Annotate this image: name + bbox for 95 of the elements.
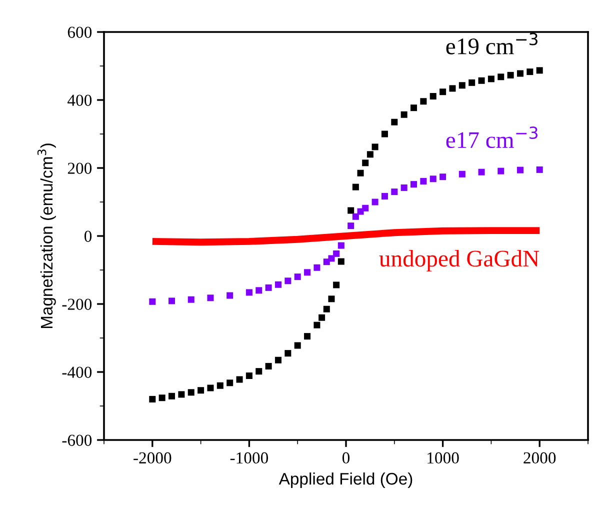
point <box>216 382 224 389</box>
point <box>318 314 326 321</box>
point <box>338 258 344 265</box>
point <box>366 151 374 158</box>
x-axis-title: Applied Field (Oe) <box>278 472 412 488</box>
point <box>207 294 214 302</box>
point <box>488 76 494 82</box>
point <box>372 198 378 206</box>
point <box>362 160 369 166</box>
point <box>328 296 335 302</box>
point <box>294 274 301 280</box>
point <box>516 166 524 174</box>
point <box>526 68 534 76</box>
point <box>507 72 514 78</box>
point <box>410 181 418 188</box>
point <box>198 387 204 394</box>
point <box>478 77 485 84</box>
point <box>149 298 156 305</box>
point <box>440 174 446 180</box>
point <box>516 70 524 77</box>
point <box>357 170 364 176</box>
point <box>158 394 166 402</box>
point <box>294 342 301 349</box>
y-tick-label: 400 <box>68 94 92 106</box>
point <box>391 188 398 196</box>
point <box>468 79 476 86</box>
point <box>440 88 446 96</box>
point <box>420 178 427 185</box>
point <box>391 118 398 126</box>
series-label: e17 cm$^{−3}$ <box>446 126 538 148</box>
point <box>168 392 176 400</box>
x-tick-label: 1000 <box>428 452 459 464</box>
point <box>304 333 311 340</box>
point <box>400 184 408 191</box>
y-tick-label: 0 <box>84 230 92 242</box>
point <box>381 130 388 138</box>
point <box>226 380 234 386</box>
point <box>207 384 214 392</box>
y-tick-label: -200 <box>62 298 92 310</box>
point <box>188 296 194 303</box>
point <box>449 85 456 92</box>
point <box>168 298 176 304</box>
point <box>284 278 292 284</box>
x-tick-label: 0 <box>342 452 350 464</box>
point <box>410 104 418 112</box>
point <box>458 82 466 89</box>
point <box>256 287 262 294</box>
point <box>265 362 272 370</box>
point <box>498 168 504 174</box>
point <box>323 306 330 312</box>
point <box>246 372 252 379</box>
point <box>178 391 185 398</box>
series-label: undoped GaGdN <box>379 250 540 272</box>
point <box>430 93 436 100</box>
x-tick-label: 2000 <box>524 452 556 464</box>
point <box>149 396 156 402</box>
y-tick-label: -400 <box>62 366 92 378</box>
point <box>314 322 320 328</box>
point <box>338 242 344 249</box>
point <box>256 368 262 375</box>
point <box>352 213 359 220</box>
point <box>333 282 340 288</box>
point <box>352 184 359 190</box>
y-tick-label: 200 <box>68 162 92 174</box>
point <box>478 168 485 176</box>
point <box>430 176 436 182</box>
point <box>284 350 292 357</box>
point <box>348 222 354 230</box>
point <box>304 269 311 276</box>
point <box>328 255 335 262</box>
point <box>265 284 272 291</box>
point <box>362 204 369 212</box>
series-label: e19 cm$^{−3}$ <box>446 32 538 54</box>
point <box>274 281 282 288</box>
point <box>536 166 543 173</box>
y-tick-label: -600 <box>62 434 92 446</box>
point <box>400 111 408 118</box>
point <box>536 67 543 74</box>
point <box>188 389 194 396</box>
point <box>274 356 282 364</box>
point <box>458 170 466 178</box>
point <box>420 98 427 105</box>
point <box>372 144 378 150</box>
point <box>314 264 320 271</box>
point <box>333 250 340 257</box>
point <box>381 192 388 200</box>
y-tick-label: 600 <box>68 26 92 38</box>
point <box>246 289 252 296</box>
point <box>348 207 354 214</box>
x-tick-label: -2000 <box>134 452 172 464</box>
point <box>236 376 243 383</box>
x-tick-label: -1000 <box>230 452 268 464</box>
point <box>498 74 504 80</box>
y-axis-title: Magnetization (emu/cm$^{3}$) <box>37 144 56 328</box>
point <box>226 292 234 299</box>
